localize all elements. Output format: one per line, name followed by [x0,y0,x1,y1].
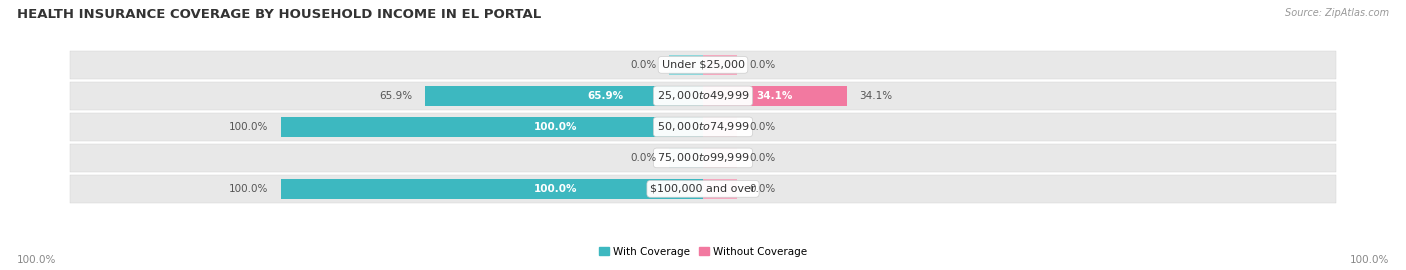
Bar [669,148,703,167]
Text: 100.0%: 100.0% [1350,255,1389,265]
Bar [70,175,1336,203]
Text: Under $25,000: Under $25,000 [661,60,745,70]
Bar [703,117,737,137]
Text: 0.0%: 0.0% [630,60,657,70]
Text: $50,000 to $74,999: $50,000 to $74,999 [657,120,749,133]
Text: 100.0%: 100.0% [229,184,269,194]
Text: 100.0%: 100.0% [17,255,56,265]
Bar [70,82,1336,110]
Bar [281,117,703,137]
Bar [425,86,703,106]
Text: 100.0%: 100.0% [534,122,576,132]
Text: $75,000 to $99,999: $75,000 to $99,999 [657,151,749,164]
Bar [70,51,1336,79]
Text: 34.1%: 34.1% [859,91,893,101]
Text: $25,000 to $49,999: $25,000 to $49,999 [657,89,749,102]
Bar [669,55,703,75]
Text: HEALTH INSURANCE COVERAGE BY HOUSEHOLD INCOME IN EL PORTAL: HEALTH INSURANCE COVERAGE BY HOUSEHOLD I… [17,8,541,21]
Text: 0.0%: 0.0% [749,122,776,132]
Bar [281,179,703,198]
Bar [703,86,846,106]
Text: 0.0%: 0.0% [749,153,776,163]
Text: $100,000 and over: $100,000 and over [650,184,756,194]
Bar [70,144,1336,172]
Bar [703,55,737,75]
Bar [703,179,737,198]
Text: 65.9%: 65.9% [588,91,624,101]
Text: 34.1%: 34.1% [756,91,793,101]
Text: Source: ZipAtlas.com: Source: ZipAtlas.com [1285,8,1389,18]
Text: 100.0%: 100.0% [229,122,269,132]
Text: 100.0%: 100.0% [534,184,576,194]
Legend: With Coverage, Without Coverage: With Coverage, Without Coverage [596,245,810,259]
Bar [703,148,737,167]
Text: 0.0%: 0.0% [630,153,657,163]
Text: 0.0%: 0.0% [749,184,776,194]
Text: 65.9%: 65.9% [380,91,412,101]
Text: 0.0%: 0.0% [749,60,776,70]
Bar [70,113,1336,141]
